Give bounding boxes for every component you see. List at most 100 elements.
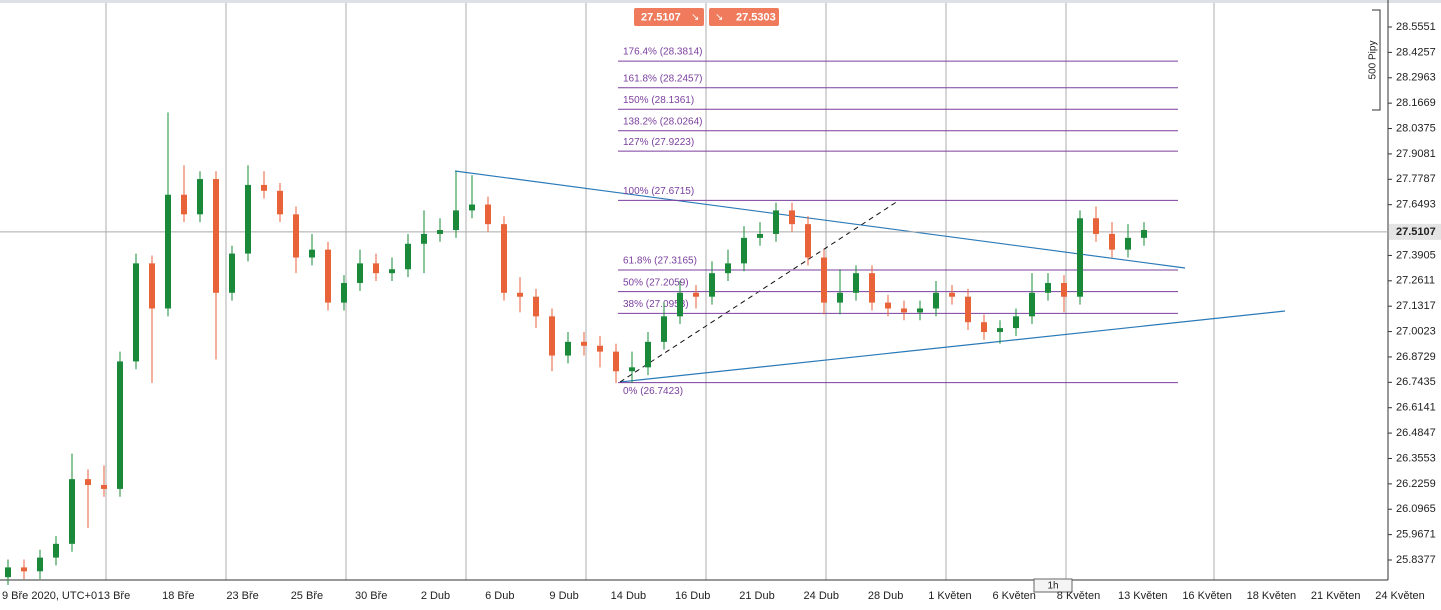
y-tick-label: 26.3553 <box>1396 452 1436 464</box>
y-tick-label: 25.9671 <box>1396 529 1436 541</box>
candle-body <box>437 230 443 234</box>
candle-body <box>917 308 923 313</box>
buy-box[interactable] <box>709 8 779 26</box>
x-tick-label: 16 Květen <box>1182 590 1232 602</box>
timeframe[interactable]: 1h <box>1047 581 1058 592</box>
candle-body <box>837 292 843 303</box>
candle-body <box>965 296 971 323</box>
candle-body <box>53 543 59 558</box>
candle-body <box>373 263 379 274</box>
y-tick-label: 27.9081 <box>1396 148 1436 160</box>
buy-price[interactable]: 27.5303 <box>736 11 776 23</box>
y-tick-label: 26.6141 <box>1396 402 1436 414</box>
candle-body <box>341 282 347 303</box>
candle-body <box>997 328 1003 333</box>
y-tick-label: 26.7435 <box>1396 376 1436 388</box>
candle-body <box>245 184 251 254</box>
x-tick-label: 6 Květen <box>992 590 1035 602</box>
x-tick-label: 28 Dub <box>868 590 903 602</box>
candle-body <box>21 567 27 572</box>
top-bar <box>0 0 1441 3</box>
candle-body <box>69 479 75 544</box>
candle-body <box>869 273 875 303</box>
candle-body <box>1029 292 1035 317</box>
fib-label: 61.8% (27.3165) <box>623 256 697 267</box>
y-tick-label: 26.8729 <box>1396 351 1436 363</box>
candle-body <box>325 249 331 303</box>
candle-body <box>1109 233 1115 250</box>
candle-body <box>1013 316 1019 329</box>
y-tick-label: 26.2259 <box>1396 478 1436 490</box>
fib-label: 150% (28.1361) <box>623 95 694 106</box>
trend-line[interactable] <box>454 170 1186 269</box>
y-tick-label: 28.4257 <box>1396 46 1436 58</box>
y-tick-label: 27.2611 <box>1396 275 1435 287</box>
y-tick-label: 26.4847 <box>1396 427 1436 439</box>
candle-body <box>517 292 523 297</box>
candle-body <box>853 273 859 293</box>
x-tick-label: 9 Dub <box>549 590 578 602</box>
candle-body <box>677 292 683 317</box>
candle-body <box>133 263 139 362</box>
x-tick-label: 9 Bře 2020, UTC+0 <box>2 590 97 602</box>
fib-label: 176.4% (28.3814) <box>623 47 703 58</box>
fib-label: 127% (27.9223) <box>623 137 694 148</box>
candle-body <box>949 292 955 297</box>
y-tick-label: 28.1669 <box>1396 97 1436 109</box>
candle-body <box>933 292 939 309</box>
x-tick-label: 24 Dub <box>804 590 839 602</box>
candle-body <box>613 351 619 372</box>
candle-body <box>549 316 555 356</box>
x-tick-label: 16 Dub <box>675 590 710 602</box>
candle-body <box>773 210 779 234</box>
x-tick-label: 2 Dub <box>421 590 450 602</box>
sell-button[interactable]: 27.5107 ↘ <box>634 8 704 26</box>
x-tick-label: 24 Květen <box>1375 590 1425 602</box>
x-tick-label: 14 Dub <box>611 590 646 602</box>
x-tick-label: 1 Květen <box>928 590 971 602</box>
timeframe-box[interactable] <box>1033 578 1073 593</box>
y-tick-label: 27.6493 <box>1396 199 1436 211</box>
candle-body <box>309 249 315 258</box>
y-tick-label: 27.0023 <box>1396 325 1436 337</box>
candle-body <box>421 233 427 244</box>
candle-body <box>901 308 907 313</box>
buy-button[interactable]: ↘ 27.5303 <box>709 8 779 26</box>
candle-body <box>181 194 187 215</box>
candle-body <box>533 296 539 317</box>
x-tick-label: 18 Bře <box>162 590 194 602</box>
sell-price[interactable]: 27.5107 <box>641 11 681 23</box>
candle-body <box>261 184 267 191</box>
candle-body <box>389 269 395 274</box>
candle-body <box>741 237 747 264</box>
candle-body <box>725 263 731 274</box>
candle-body <box>661 316 667 342</box>
candle-body <box>693 292 699 297</box>
candle-body <box>1125 237 1131 250</box>
trend-line[interactable] <box>619 310 1286 383</box>
x-tick-label: 23 Bře <box>226 590 258 602</box>
candle-body <box>293 214 299 258</box>
candle-body <box>469 204 475 211</box>
candle-body <box>645 341 651 368</box>
candle-body <box>821 257 827 303</box>
sell-box[interactable] <box>634 8 704 26</box>
x-tick-label: 8 Květen <box>1057 590 1100 602</box>
x-tick-label: 6 Dub <box>485 590 514 602</box>
x-tick-label: 25 Bře <box>291 590 323 602</box>
current-price-box <box>1389 223 1441 240</box>
y-tick-label: 27.7787 <box>1396 173 1436 185</box>
y-tick-label: 28.5551 <box>1396 21 1436 33</box>
fib-label: 0% (26.7423) <box>623 386 683 397</box>
fib-label: 50% (27.2059) <box>623 277 689 288</box>
fib-label: 38% (27.0953) <box>623 299 689 310</box>
candle-body <box>213 179 219 293</box>
candle-body <box>1061 282 1067 297</box>
candle-body <box>885 302 891 309</box>
candle-body <box>229 253 235 293</box>
candle-body <box>165 194 171 309</box>
x-tick-label: 21 Dub <box>739 590 774 602</box>
candle-body <box>709 273 715 297</box>
candle-body <box>85 479 91 486</box>
